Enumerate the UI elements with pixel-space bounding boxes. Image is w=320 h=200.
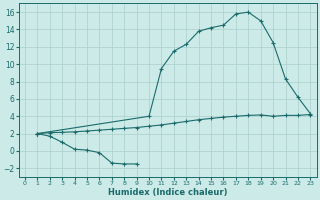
X-axis label: Humidex (Indice chaleur): Humidex (Indice chaleur) xyxy=(108,188,228,197)
